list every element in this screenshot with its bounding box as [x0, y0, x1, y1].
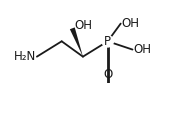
- Text: OH: OH: [121, 17, 139, 30]
- Text: H₂N: H₂N: [14, 50, 36, 63]
- Text: P: P: [104, 35, 111, 48]
- Text: OH: OH: [133, 43, 151, 56]
- Text: OH: OH: [74, 19, 92, 32]
- Polygon shape: [70, 27, 83, 57]
- Circle shape: [102, 36, 113, 47]
- Text: O: O: [103, 68, 112, 81]
